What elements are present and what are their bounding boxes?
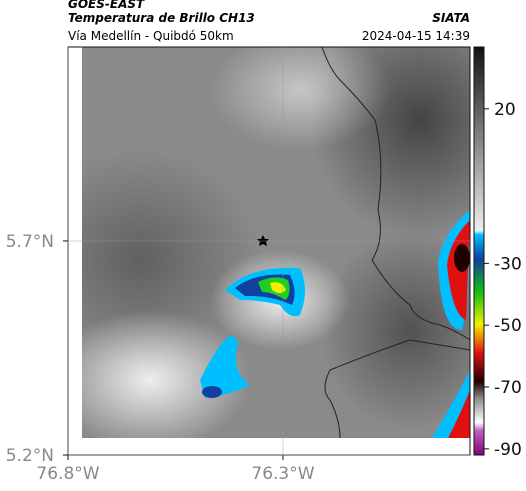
title: GOES-EAST [68, 0, 145, 11]
source: SIATA [432, 11, 470, 25]
colorbar [473, 46, 485, 456]
x-tick-label: 76.3°W [251, 464, 314, 484]
colorbar-tick-label: 20 [494, 100, 516, 120]
map-frame [67, 46, 471, 456]
colorbar-tick-label: -30 [494, 254, 522, 274]
satellite-image [82, 47, 470, 438]
route: Vía Medellín - Quibdó 50km [68, 29, 234, 43]
x-tick-label: 76.8°W [36, 464, 99, 484]
colorbar-tick-label: -90 [494, 440, 522, 460]
subtitle: Temperatura de Brillo CH13 [68, 11, 255, 25]
colorbar-tick-label: -70 [494, 378, 522, 398]
colorbar-tick-label: -50 [494, 316, 522, 336]
y-tick-label: 5.2°N [6, 446, 54, 466]
timestamp: 2024-04-15 14:39 [362, 29, 470, 43]
y-tick-label: 5.7°N [6, 232, 54, 252]
